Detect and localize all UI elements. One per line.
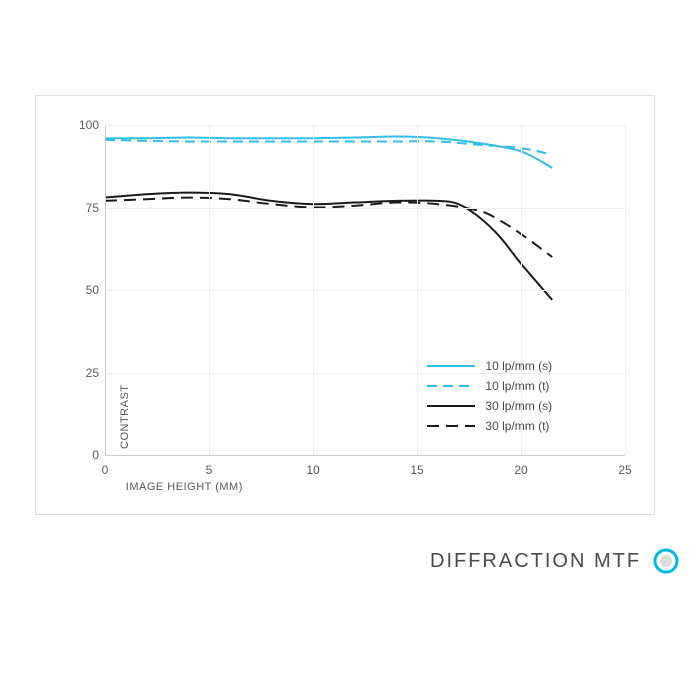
legend-label: 30 lp/mm (s): [485, 399, 552, 413]
legend-swatch: [427, 376, 475, 396]
legend-swatch: [427, 416, 475, 436]
x-tick-label: 10: [306, 463, 319, 477]
legend-label: 10 lp/mm (t): [485, 379, 549, 393]
series-30t: [105, 198, 552, 257]
x-tick-label: 20: [514, 463, 527, 477]
grid-h: [105, 125, 625, 126]
grid-h: [105, 290, 625, 291]
legend-row-30t: 30 lp/mm (t): [427, 416, 552, 436]
y-tick-label: 50: [75, 283, 99, 297]
legend-swatch: [427, 396, 475, 416]
x-tick-label: 0: [102, 463, 109, 477]
footer-label: DIFFRACTION MTF: [430, 550, 641, 573]
series-30s: [105, 193, 552, 300]
legend-row-10t: 10 lp/mm (t): [427, 376, 552, 396]
legend-label: 30 lp/mm (t): [485, 419, 549, 433]
diffraction-icon: [653, 548, 679, 574]
grid-v: [625, 125, 626, 455]
legend-label: 10 lp/mm (s): [485, 359, 552, 373]
y-tick-label: 75: [75, 201, 99, 215]
legend-row-10s: 10 lp/mm (s): [427, 356, 552, 376]
y-tick-label: 25: [75, 366, 99, 380]
grid-h: [105, 208, 625, 209]
y-tick-label: 100: [75, 118, 99, 132]
legend: 10 lp/mm (s) 10 lp/mm (t) 30 lp/mm (s) 30 l…: [427, 356, 552, 436]
x-tick-label: 15: [410, 463, 423, 477]
icon-core: [660, 555, 672, 567]
series-10t: [105, 140, 552, 155]
y-tick-label: 0: [75, 448, 99, 462]
grid-h: [105, 455, 625, 456]
y-axis-label: CONTRAST: [119, 385, 131, 450]
x-tick-label: 5: [206, 463, 213, 477]
x-axis-label: IMAGE HEIGHT (MM): [126, 481, 243, 493]
footer: DIFFRACTION MTF: [430, 548, 679, 574]
legend-row-30s: 30 lp/mm (s): [427, 396, 552, 416]
x-tick-label: 25: [618, 463, 631, 477]
legend-swatch: [427, 356, 475, 376]
